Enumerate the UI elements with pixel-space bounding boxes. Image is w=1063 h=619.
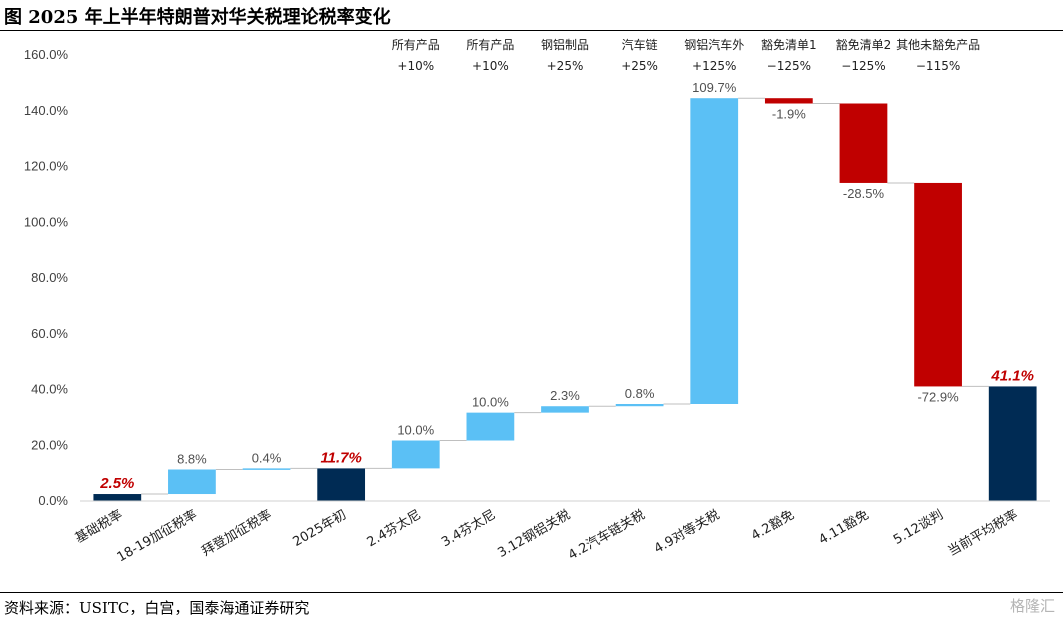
watermark-logo: 格隆汇	[1009, 597, 1055, 615]
x-category-label: 2.4芬太尼	[365, 507, 424, 550]
bar-value-label: -72.9%	[917, 389, 959, 404]
x-category-label: 基础税率	[72, 507, 125, 547]
y-tick-label: 40.0%	[31, 382, 68, 397]
bar-value-label: 0.8%	[625, 386, 655, 401]
waterfall-chart: 0.0% 20.0% 40.0% 60.0% 80.0% 100.0% 120.0% 140.…	[24, 37, 1050, 566]
y-axis: 0.0% 20.0% 40.0% 60.0% 80.0% 100.0% 120.0% 140.…	[24, 47, 69, 508]
bar-value-label: -1.9%	[772, 107, 806, 122]
x-category-label: 4.9对等关税	[651, 507, 722, 557]
bar-value-label: 10.0%	[397, 423, 434, 438]
bar-decrease	[839, 103, 888, 183]
annotation-product: 钢铝汽车外	[684, 37, 744, 52]
x-category-label: 4.2汽车链关税	[565, 507, 647, 564]
bar-value-label: 0.4%	[252, 450, 282, 465]
annotation-rate: +10%	[397, 59, 434, 73]
y-tick-label: 60.0%	[31, 326, 68, 341]
bar-decrease	[914, 182, 962, 387]
bar-value-label: 2.3%	[550, 388, 580, 403]
bar-value-label: 11.7%	[320, 449, 361, 466]
x-category-label: 当前平均税率	[945, 507, 1021, 560]
annotation-product: 钢铝制品	[541, 37, 589, 52]
x-category-label: 5.12谈判	[891, 507, 946, 547]
bar-increase	[690, 98, 739, 404]
bar-labels: 2.5% 8.8% 0.4% 11.7% 10.0% 10.0% 2.3% 0.8% 109.7…	[99, 80, 1034, 492]
annotation-product: 豁免清单1	[761, 37, 817, 52]
annotation-product: 所有产品	[392, 38, 440, 52]
annotation-rate: +10%	[472, 59, 509, 73]
source-note: 资料来源：USITC，白宫，国泰海通证券研究	[4, 599, 310, 617]
bar-increase	[391, 440, 440, 469]
title-bar: 图 2025 年上半年特朗普对华关税理论税率变化	[0, 0, 1063, 31]
annotation-rate: −115%	[916, 59, 960, 73]
bar-value-label: 109.7%	[692, 80, 737, 95]
annotation-rate: +25%	[547, 59, 584, 73]
x-category-label: 2025年初	[290, 507, 349, 550]
bar-increase	[168, 469, 216, 495]
y-tick-label: 140.0%	[24, 103, 69, 118]
bars	[93, 98, 1037, 501]
bar-total	[317, 468, 366, 501]
x-category-label: 4.11豁免	[816, 507, 872, 548]
bar-increase	[541, 406, 589, 413]
y-tick-label: 120.0%	[24, 159, 69, 174]
annotation-rate: +125%	[692, 59, 736, 73]
chart-title: 图 2025 年上半年特朗普对华关税理论税率变化	[4, 7, 391, 28]
annotation-rate: +25%	[621, 59, 658, 73]
bar-increase	[615, 403, 664, 407]
bar-total	[93, 494, 142, 501]
x-category-label: 拜登加征税率	[199, 507, 275, 560]
y-tick-label: 160.0%	[24, 47, 69, 62]
bar-value-label: 2.5%	[99, 475, 134, 492]
y-tick-label: 80.0%	[31, 270, 68, 285]
annotation-product: 汽车链	[622, 37, 658, 52]
annotation-rate: −125%	[841, 59, 885, 73]
x-category-label: 4.2豁免	[748, 507, 796, 544]
bar-increase	[466, 412, 515, 441]
x-category-label: 3.4芬太尼	[439, 507, 498, 550]
bar-increase	[242, 468, 291, 470]
annotation-product: 所有产品	[466, 38, 514, 52]
x-category-label: 18-19加征税率	[114, 507, 200, 566]
x-category-label: 3.12钢铝关税	[495, 507, 573, 560]
annotation-product: 其他未豁免产品	[896, 37, 980, 52]
policy-annotations: 所有产品 +10% 所有产品 +10% 钢铝制品 +25% 汽车链 +25% 钢铝汽车外 +125…	[392, 37, 980, 73]
bar-value-label: 10.0%	[472, 395, 509, 410]
bar-decrease	[764, 98, 813, 104]
y-tick-label: 100.0%	[24, 214, 69, 229]
source-bar: 资料来源：USITC，白宫，国泰海通证券研究 格隆汇	[0, 592, 1063, 619]
bar-value-label: 8.8%	[177, 452, 207, 467]
bar-total	[988, 386, 1037, 501]
annotation-product: 豁免清单2	[836, 37, 892, 52]
connector-lines	[141, 97, 989, 495]
bar-value-label: -28.5%	[843, 186, 885, 201]
annotation-rate: −125%	[767, 59, 811, 73]
y-tick-label: 20.0%	[31, 437, 68, 452]
y-tick-label: 0.0%	[38, 493, 68, 508]
bar-value-label: 41.1%	[990, 367, 1034, 384]
